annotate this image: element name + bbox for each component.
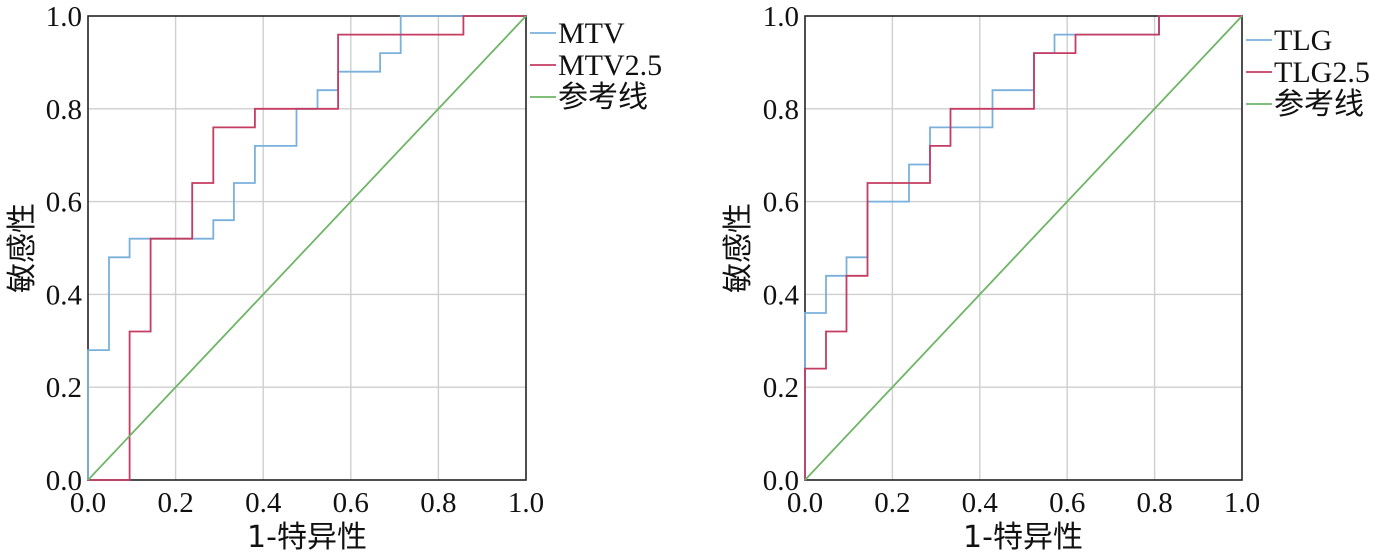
legend-label: TLG bbox=[1274, 24, 1332, 57]
y-axis-label: 敏感性 bbox=[5, 203, 40, 293]
legend-label: MTV bbox=[558, 17, 625, 50]
series-line- bbox=[804, 15, 1243, 481]
x-tick-label: 0.0 bbox=[70, 487, 106, 519]
y-tick-labels: 0.0 0.2 0.4 0.6 0.8 1.0 bbox=[46, 1, 83, 497]
y-tick-label: 0.8 bbox=[46, 94, 82, 126]
y-tick-label: 0.8 bbox=[763, 94, 799, 126]
legend-label: MTV2.5 bbox=[558, 49, 662, 82]
x-axis-label: 1-特异性 bbox=[247, 520, 367, 555]
y-tick-label: 0.0 bbox=[46, 465, 82, 497]
y-tick-label: 0.4 bbox=[46, 279, 83, 311]
x-tick-label: 0.6 bbox=[333, 487, 369, 519]
series-group bbox=[87, 15, 527, 481]
x-axis-label: 1-特异性 bbox=[963, 520, 1083, 555]
series-line-mtv2-5 bbox=[88, 15, 526, 481]
y-tick-label: 0.0 bbox=[763, 465, 799, 497]
x-tick-label: 0.8 bbox=[420, 487, 456, 519]
x-tick-label: 0.6 bbox=[1049, 487, 1085, 519]
legend-label: 参考线 bbox=[1274, 88, 1364, 121]
x-tick-labels: 0.0 0.2 0.4 0.6 0.8 1.0 bbox=[787, 487, 1260, 519]
x-tick-label: 0.2 bbox=[157, 487, 193, 519]
grid-lines bbox=[88, 16, 526, 480]
x-tick-label: 0.2 bbox=[874, 487, 910, 519]
y-axis-label: 敏感性 bbox=[721, 203, 756, 293]
y-tick-labels: 0.0 0.2 0.4 0.6 0.8 1.0 bbox=[763, 1, 800, 497]
x-tick-label: 0.8 bbox=[1136, 487, 1172, 519]
roc-chart-mtv: 0.0 0.2 0.4 0.6 0.8 1.0 0.0 0.2 0.4 0.6 0.8 1.0 1-… bbox=[5, 1, 662, 555]
series-line- bbox=[87, 15, 527, 481]
y-tick-label: 0.2 bbox=[46, 372, 82, 404]
plot-frame bbox=[804, 15, 1243, 481]
y-tick-label: 0.4 bbox=[763, 279, 800, 311]
plot-frame bbox=[87, 15, 527, 481]
x-tick-labels: 0.0 0.2 0.4 0.6 0.8 1.0 bbox=[70, 487, 544, 519]
series-line-mtv bbox=[87, 15, 526, 480]
legend-label: TLG2.5 bbox=[1274, 56, 1370, 89]
x-tick-label: 0.4 bbox=[245, 487, 282, 519]
x-tick-label: 1.0 bbox=[1224, 487, 1260, 519]
y-tick-label: 1.0 bbox=[46, 1, 82, 33]
x-tick-label: 1.0 bbox=[508, 487, 544, 519]
series-line-tlg2-5 bbox=[804, 15, 1242, 480]
series-group bbox=[804, 15, 1243, 481]
y-tick-label: 0.6 bbox=[46, 187, 82, 219]
roc-chart-tlg: 0.0 0.2 0.4 0.6 0.8 1.0 0.0 0.2 0.4 0.6 0.8 1.0 1-… bbox=[721, 1, 1370, 555]
x-tick-label: 0.4 bbox=[962, 487, 999, 519]
legend-label: 参考线 bbox=[558, 81, 648, 114]
y-tick-label: 0.2 bbox=[763, 372, 799, 404]
y-tick-label: 0.6 bbox=[763, 187, 799, 219]
x-tick-label: 0.0 bbox=[787, 487, 823, 519]
y-tick-label: 1.0 bbox=[763, 1, 799, 33]
